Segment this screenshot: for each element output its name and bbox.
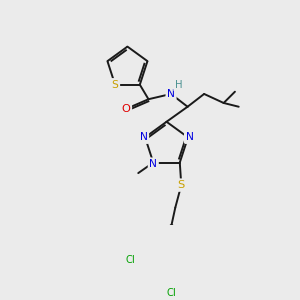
Text: N: N	[185, 132, 194, 142]
Text: H: H	[175, 80, 182, 90]
Text: N: N	[167, 89, 175, 99]
Text: Cl: Cl	[125, 254, 135, 265]
Text: N: N	[149, 159, 157, 169]
Text: O: O	[122, 104, 130, 114]
Text: S: S	[112, 80, 118, 90]
Text: S: S	[178, 180, 185, 190]
Text: N: N	[140, 132, 148, 142]
Text: Cl: Cl	[167, 288, 176, 298]
